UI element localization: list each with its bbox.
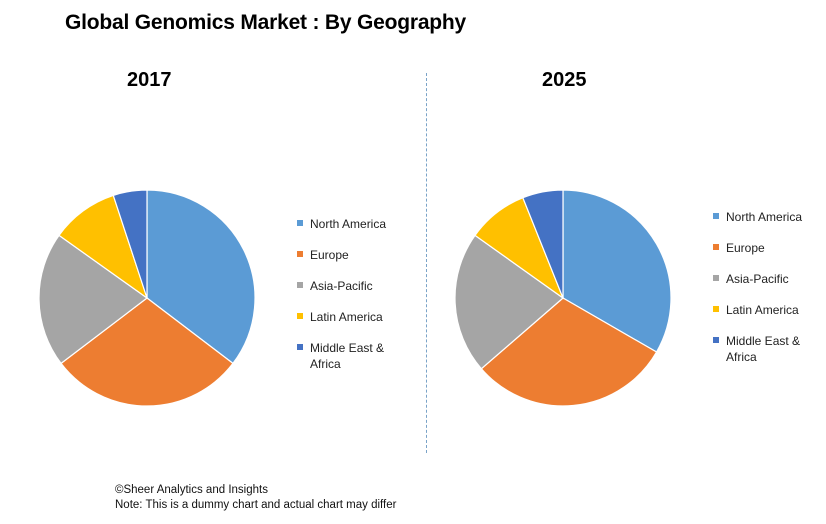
legend-swatch: [297, 344, 303, 350]
pie-title-2017: 2017: [127, 69, 172, 91]
legend-item-europe: Europe: [713, 240, 816, 256]
legend-item-north-america: North America: [713, 209, 816, 225]
legend-item-latin-america: Latin America: [713, 302, 816, 318]
pie-title-2025: 2025: [542, 69, 587, 91]
legend-label: North America: [310, 217, 387, 231]
legend-label: Europe: [310, 248, 349, 262]
legend-label: Middle East & Africa: [310, 341, 385, 371]
pie-slice-middle-east-and-africa-2025: [522, 189, 564, 299]
pie-slice-asia-pacific-2017: [38, 234, 149, 365]
legend-item-latin-america: Latin America: [297, 309, 400, 325]
legend-item-north-america: North America: [297, 216, 400, 232]
chart-title: Global Genomics Market : By Geography: [65, 11, 467, 34]
pie-slice-europe-2025: [480, 297, 658, 407]
source-text: ©Sheer Analytics and Insights: [115, 484, 268, 496]
legend-swatch: [713, 244, 719, 250]
legend-item-middle-east-and-africa: Middle East & Africa: [297, 340, 400, 372]
pie-chart-2017: [38, 189, 256, 407]
legend-label: Asia-Pacific: [310, 279, 373, 293]
legend-swatch: [297, 282, 303, 288]
legend-swatch: [713, 275, 719, 281]
pie-slice-north-america-2017: [146, 189, 256, 365]
legend-2025: North America Europe Asia-Pacific Latin Ame…: [713, 209, 816, 380]
legend-item-europe: Europe: [297, 247, 400, 263]
legend-swatch: [297, 220, 303, 226]
divider-line: [426, 73, 427, 453]
legend-swatch: [713, 306, 719, 312]
legend-label: Latin America: [310, 310, 383, 324]
legend-item-middle-east-and-africa: Middle East & Africa: [713, 333, 816, 365]
pie-slice-asia-pacific-2025: [454, 234, 564, 370]
legend-item-asia-pacific: Asia-Pacific: [297, 278, 400, 294]
legend-swatch: [713, 213, 719, 219]
pie-slice-north-america-2025: [562, 189, 672, 353]
legend-label: North America: [726, 210, 803, 224]
legend-label: Europe: [726, 241, 765, 255]
pie-slice-europe-2017: [60, 297, 234, 407]
legend-label: Asia-Pacific: [726, 272, 789, 286]
pie-slice-middle-east-and-africa-2017: [112, 189, 148, 299]
legend-2017: North America Europe Asia-Pacific Latin Ame…: [297, 216, 400, 387]
footer: ©Sheer Analytics and Insights Note: This…: [115, 483, 396, 513]
legend-label: Middle East & Africa: [726, 334, 801, 364]
legend-swatch: [297, 313, 303, 319]
legend-swatch: [297, 251, 303, 257]
legend-label: Latin America: [726, 303, 799, 317]
legend-swatch: [713, 337, 719, 343]
pie-chart-2025: [454, 189, 672, 407]
note-text: Note: This is a dummy chart and actual c…: [115, 499, 397, 511]
legend-item-asia-pacific: Asia-Pacific: [713, 271, 816, 287]
